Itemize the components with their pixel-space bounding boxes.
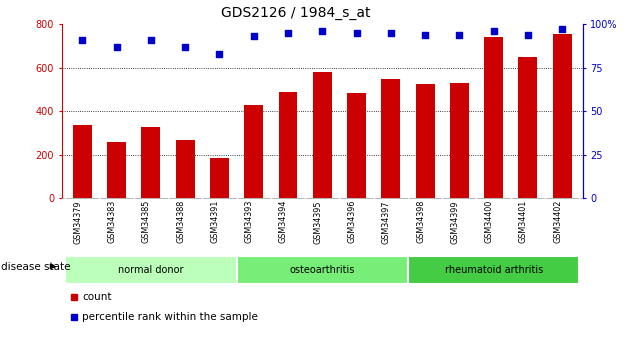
Text: GDS2126 / 1984_s_at: GDS2126 / 1984_s_at xyxy=(221,6,371,20)
Text: osteoarthritis: osteoarthritis xyxy=(290,265,355,275)
Bar xyxy=(73,126,92,198)
Point xyxy=(112,44,122,50)
Text: GSM34401: GSM34401 xyxy=(519,200,528,243)
Bar xyxy=(141,127,160,198)
Bar xyxy=(347,93,366,198)
Text: rheumatoid arthritis: rheumatoid arthritis xyxy=(445,265,543,275)
Bar xyxy=(278,92,297,198)
Point xyxy=(523,32,533,37)
Text: count: count xyxy=(82,292,112,302)
Point xyxy=(180,44,190,50)
Bar xyxy=(450,83,469,198)
Point xyxy=(283,30,293,36)
Bar xyxy=(107,142,126,198)
Bar xyxy=(313,72,331,198)
Bar xyxy=(210,158,229,198)
Text: GSM34394: GSM34394 xyxy=(279,200,288,244)
Point xyxy=(386,30,396,36)
Point xyxy=(489,28,499,34)
Bar xyxy=(65,256,236,284)
Text: GSM34391: GSM34391 xyxy=(210,200,219,244)
Bar xyxy=(244,105,263,198)
Text: GSM34393: GSM34393 xyxy=(244,200,254,244)
Bar xyxy=(553,34,571,198)
Text: GSM34385: GSM34385 xyxy=(142,200,151,244)
Text: GSM34383: GSM34383 xyxy=(108,200,117,243)
Text: GSM34396: GSM34396 xyxy=(348,200,357,244)
Text: percentile rank within the sample: percentile rank within the sample xyxy=(82,313,258,322)
Bar xyxy=(416,84,435,198)
Text: GSM34397: GSM34397 xyxy=(382,200,391,244)
Point xyxy=(214,51,224,57)
Point xyxy=(317,28,328,34)
Point xyxy=(420,32,430,37)
Text: disease state: disease state xyxy=(1,262,71,272)
Point xyxy=(352,30,362,36)
Point xyxy=(77,37,88,42)
Text: GSM34395: GSM34395 xyxy=(313,200,322,244)
Bar xyxy=(518,57,537,198)
Point xyxy=(146,37,156,42)
Point xyxy=(557,27,567,32)
Bar xyxy=(408,256,580,284)
Bar xyxy=(236,256,408,284)
Text: GSM34388: GSM34388 xyxy=(176,200,185,243)
Text: GSM34400: GSM34400 xyxy=(484,200,494,243)
Text: GSM34402: GSM34402 xyxy=(553,200,562,244)
Point xyxy=(454,32,464,37)
Text: GSM34398: GSM34398 xyxy=(416,200,425,244)
Bar xyxy=(381,79,400,198)
Bar xyxy=(484,37,503,198)
Bar xyxy=(176,140,195,198)
Point xyxy=(249,33,259,39)
Text: GSM34379: GSM34379 xyxy=(73,200,83,244)
Text: normal donor: normal donor xyxy=(118,265,183,275)
Text: GSM34399: GSM34399 xyxy=(450,200,459,244)
